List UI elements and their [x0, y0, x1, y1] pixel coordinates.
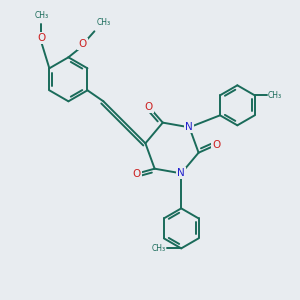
- Text: O: O: [212, 140, 221, 150]
- Text: CH₃: CH₃: [96, 18, 110, 27]
- Text: N: N: [185, 122, 193, 132]
- Text: O: O: [145, 102, 153, 112]
- Text: CH₃: CH₃: [152, 244, 166, 253]
- Text: CH₃: CH₃: [34, 11, 48, 20]
- Text: N: N: [177, 168, 185, 178]
- Text: O: O: [78, 39, 86, 49]
- Text: O: O: [37, 33, 46, 43]
- Text: O: O: [133, 169, 141, 179]
- Text: CH₃: CH₃: [268, 91, 282, 100]
